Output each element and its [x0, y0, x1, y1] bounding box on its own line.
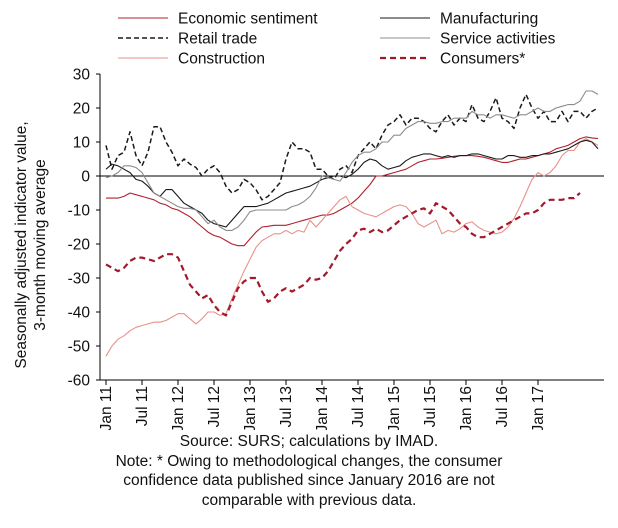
- axes: [99, 74, 604, 381]
- series-line-construction: [105, 138, 599, 357]
- series-line-retail-trade: [105, 93, 599, 201]
- legend-label: Service activities: [440, 31, 556, 48]
- x-tick-label: Jan 11: [98, 386, 115, 430]
- y-axis-ticks: 30 20 10 0 -10 -20 -30 -40 -50 -60: [68, 67, 100, 390]
- x-tick-label: Jan 14: [314, 386, 331, 430]
- x-tick-label: Jul 14: [350, 386, 367, 428]
- series-line-service-activities: [105, 90, 599, 231]
- footnote-line-2: confidence data published since January …: [123, 472, 495, 489]
- x-tick-label: Jul 12: [206, 386, 223, 427]
- notes: Source: SURS; calculations by IMAD. Note…: [0, 432, 618, 510]
- legend-label: Manufacturing: [440, 11, 538, 28]
- y-tick-label: -20: [68, 237, 91, 254]
- legend: Economic sentiment Manufacturing Retail tr…: [118, 11, 556, 68]
- series-line-manufacturing: [105, 139, 599, 228]
- x-axis-ticks: Jan 11 Jul 11 Jan 12 Jul 12 Jan 13 Jul 13 Jan …: [98, 380, 547, 433]
- line-chart: Economic sentiment Manufacturing Retail tr…: [13, 11, 604, 433]
- legend-label: Consumers*: [440, 51, 525, 68]
- y-tick-label: -10: [68, 203, 91, 220]
- source-note: Source: SURS; calculations by IMAD.: [179, 433, 439, 450]
- x-tick-label: Jul 13: [278, 386, 295, 427]
- series-line-consumers: [105, 192, 581, 317]
- x-tick-label: Jan 16: [458, 386, 475, 430]
- x-tick-label: Jan 12: [170, 386, 187, 430]
- y-axis-label-line2: 3-month moving average: [32, 159, 49, 330]
- y-tick-label: 10: [73, 135, 91, 152]
- x-tick-label: Jul 15: [422, 386, 439, 427]
- y-tick-label: 30: [73, 67, 91, 84]
- legend-label: Economic sentiment: [178, 11, 318, 28]
- series-line-economic-sentiment: [106, 136, 599, 247]
- x-tick-label: Jan 13: [242, 386, 259, 430]
- y-tick-label: -50: [68, 339, 91, 356]
- footnote-line-3: comparable with previous data.: [201, 491, 417, 509]
- legend-label: Retail trade: [178, 31, 257, 48]
- x-tick-label: Jan 15: [386, 386, 403, 430]
- footnote-line-1: Note: * Owing to methodological changes,…: [115, 452, 503, 470]
- y-tick-label: 0: [81, 169, 90, 186]
- x-tick-label: Jul 16: [494, 386, 511, 427]
- y-tick-label: -30: [68, 271, 91, 288]
- y-tick-label: -60: [68, 373, 91, 390]
- plot-lines: [105, 90, 599, 357]
- y-tick-label: 20: [73, 101, 91, 118]
- legend-label: Construction: [178, 51, 265, 68]
- x-tick-label: Jul 11: [134, 386, 151, 426]
- x-tick-label: Jan 17: [530, 386, 547, 430]
- y-axis-label: Seasonally adjusted indicator value,: [13, 121, 30, 368]
- y-tick-label: -40: [68, 305, 91, 322]
